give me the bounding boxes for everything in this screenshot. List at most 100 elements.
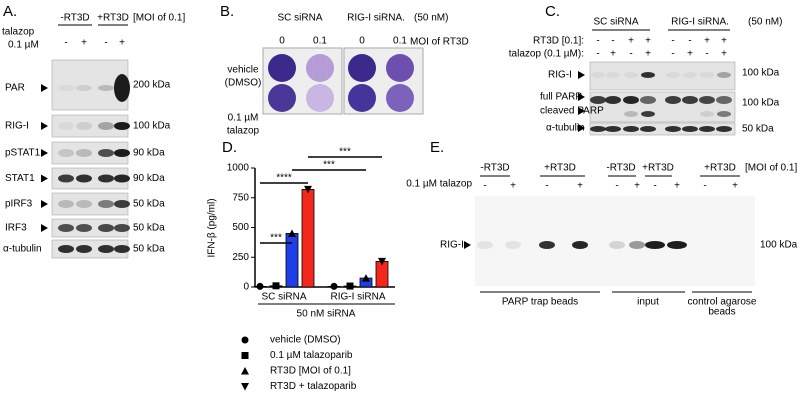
band [114, 174, 130, 183]
significance-label: *** [270, 233, 282, 244]
row-label: RIG-I [548, 70, 572, 81]
band [98, 149, 114, 157]
label: talazop [2, 27, 35, 38]
sign: - [629, 49, 632, 60]
band [590, 96, 606, 104]
sign: + [610, 49, 616, 60]
row-label: vehicle [227, 65, 259, 76]
sign: + [732, 181, 738, 192]
sign: + [687, 49, 693, 60]
group: SC siRNA [593, 17, 638, 28]
sign: + [645, 49, 651, 60]
y-tick-label: 500 [232, 222, 249, 233]
col-header: [MOI of 0.1] [133, 13, 185, 24]
band [641, 72, 655, 78]
conc: (50 nM) [748, 17, 782, 28]
band [58, 174, 74, 183]
sign: - [688, 36, 691, 47]
blot [475, 196, 755, 286]
arrow-head [41, 224, 48, 232]
band [624, 72, 638, 78]
blot [589, 61, 736, 91]
point [378, 257, 386, 266]
band [683, 72, 697, 78]
band [58, 224, 74, 232]
panel-letter: B. [220, 3, 234, 20]
row-label: (DMSO) [225, 78, 262, 89]
col-header: +RT3D [97, 13, 129, 24]
kda: 50 kDa [742, 124, 774, 135]
row-label: RIG-I [5, 121, 29, 132]
group: SC siRNA [277, 13, 322, 24]
band [98, 174, 114, 183]
kda: 200 kDa [133, 80, 171, 91]
arrow-head [41, 174, 48, 183]
arrow-head [578, 71, 585, 79]
band [609, 241, 625, 249]
band [665, 96, 681, 104]
group: +RT3D [544, 163, 576, 174]
band [606, 72, 620, 78]
sign: - [596, 36, 599, 47]
group: -RT3D [606, 163, 635, 174]
moi: 0 [359, 36, 365, 47]
panel-letter: E. [430, 139, 444, 156]
point [272, 282, 280, 290]
band [58, 200, 74, 208]
footer: beads [708, 307, 735, 318]
moi: 0 [279, 36, 285, 47]
significance-label: *** [323, 160, 335, 171]
band [539, 241, 555, 249]
label: MOI of RT3D [410, 37, 469, 48]
arrow-head [41, 200, 48, 208]
band [98, 200, 114, 208]
point [241, 336, 249, 344]
band [717, 72, 731, 78]
label: talazop (0.1 µM): [509, 49, 584, 60]
sign: - [671, 36, 674, 47]
point [241, 352, 249, 359]
band [591, 72, 605, 78]
band [667, 241, 687, 249]
band [76, 149, 92, 157]
band [98, 224, 114, 232]
kda: 50 kDa [133, 223, 165, 234]
sign: - [611, 36, 614, 47]
sign: + [645, 36, 651, 47]
band [605, 126, 621, 132]
band [623, 96, 639, 104]
arrow-head [578, 124, 585, 132]
band [76, 200, 92, 208]
band [505, 241, 521, 249]
y-tick-label: 1000 [227, 163, 250, 174]
well [348, 84, 376, 112]
conc: (50 nM) [414, 13, 448, 24]
bar [285, 233, 299, 288]
point [330, 282, 338, 290]
well [268, 84, 296, 112]
sign: + [510, 181, 516, 192]
band [640, 126, 656, 132]
point [241, 383, 249, 391]
kda: 90 kDa [133, 148, 165, 159]
well [386, 54, 414, 82]
legend-label: RT3D [MOI of 0.1] [270, 366, 351, 377]
row-label: pSTAT1 [5, 148, 41, 159]
band [58, 85, 74, 91]
sign: - [671, 49, 674, 60]
band [645, 241, 665, 249]
sign: + [119, 38, 125, 49]
band [58, 245, 74, 253]
kda: 50 kDa [133, 199, 165, 210]
kda: 100 kDa [742, 98, 780, 109]
sign: - [705, 49, 708, 60]
row-label: STAT1 [5, 173, 35, 184]
point [346, 282, 354, 290]
band [76, 174, 92, 183]
band [682, 96, 698, 104]
legend-label: RT3D + talazoparib [270, 381, 357, 392]
row-label: α-tubulin [546, 123, 585, 134]
legend-label: vehicle (DMSO) [270, 335, 341, 346]
band [76, 245, 92, 253]
sign: + [674, 181, 680, 192]
